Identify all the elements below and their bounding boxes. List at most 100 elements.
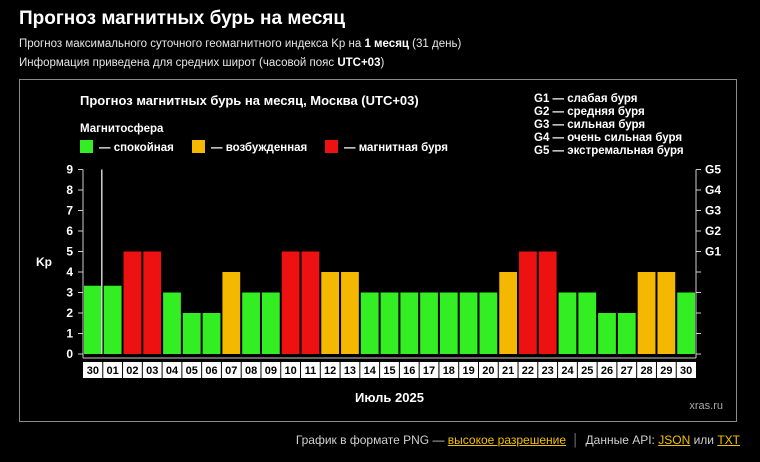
bar-20 [479,292,498,354]
bar-30 [84,285,102,354]
chart-title: Прогноз магнитных бурь на месяц, Москва … [80,93,419,108]
g-scale-legend-item: G4 — очень сильная буря [534,132,682,144]
g-scale-label: G3 [705,204,721,218]
x-tick-label: 13 [344,365,356,377]
bar-14 [360,292,379,354]
kp-forecast-chart: Прогноз магнитных бурь на месяц, Москва … [19,79,737,422]
legend-title: Магнитосфера [80,123,164,135]
x-tick-label: 11 [305,365,317,377]
x-tick-label: 03 [146,365,158,377]
x-tick-label: 10 [285,365,297,377]
legend-swatch [325,140,338,153]
bar-09 [261,292,280,354]
txt-link[interactable]: TXT [717,433,740,447]
bar-16 [400,292,419,354]
g-scale-legend-item: G5 — экстремальная буря [534,145,684,157]
x-tick-label: 25 [581,365,593,377]
y-tick-label: 0 [66,347,73,361]
x-tick-label: 06 [205,365,217,377]
chart-svg: Прогноз магнитных бурь на месяц, Москва … [36,93,723,412]
y-tick-label: 6 [66,224,73,238]
bar-11 [301,251,320,354]
y-tick-label: 2 [66,306,73,320]
footer-links: График в формате PNG — высокое разрешени… [296,433,740,447]
bar-18 [439,292,458,354]
bar-25 [578,292,597,354]
or-text: или [690,433,718,447]
forecast-info-line: Прогноз максимального суточного геомагни… [19,38,461,50]
png-text: График в формате PNG — [295,433,448,447]
x-tick-label: 17 [423,365,435,377]
legend-swatch [192,140,205,153]
info-text-end: (31 день) [408,38,462,50]
bar-24 [558,292,577,354]
y-tick-label: 8 [66,183,73,197]
bar-06 [202,313,221,354]
legend-label: — спокойная [99,142,174,154]
bar-26 [598,313,616,354]
y-tick-label: 7 [66,204,73,218]
bar-29 [657,272,676,354]
g-scale-legend-item: G1 — слабая буря [534,93,638,105]
day-label-strip [83,362,696,378]
info-text-end: ) [380,57,385,69]
x-tick-label: 26 [601,365,613,377]
x-tick-label: 02 [126,365,138,377]
json-link[interactable]: JSON [658,433,691,447]
y-tick-label: 4 [66,265,73,279]
g-scale-label: G2 [705,224,721,238]
x-tick-label: 21 [502,365,514,377]
page-title: Прогноз магнитных бурь на месяц [19,8,346,29]
legend-label: — возбужденная [211,142,307,154]
x-axis-label: Июль 2025 [355,390,424,405]
bar-21 [499,272,518,354]
x-tick-label: 15 [383,365,395,377]
x-tick-label: 30 [680,365,692,377]
g-scale-label: G4 [705,183,721,197]
x-tick-label: 23 [542,365,554,377]
x-tick-label: 07 [225,365,237,377]
g-scale-legend-item: G3 — сильная буря [534,119,645,131]
x-tick-label: 14 [364,365,377,377]
x-tick-label: 12 [324,365,336,377]
y-tick-label: 5 [66,245,73,259]
bar-22 [519,251,537,354]
x-tick-label: 28 [640,365,652,377]
legend-swatch [80,140,93,153]
x-tick-label: 24 [561,365,574,377]
legend-label: — магнитная буря [344,142,448,154]
x-tick-label: 04 [166,365,179,377]
x-tick-label: 27 [621,365,633,377]
watermark: xras.ru [689,400,723,412]
info-text: Информация приведена для средних широт (… [19,57,338,69]
y-axis-label: Kp [36,255,52,269]
x-tick-label: 20 [482,365,494,377]
g-scale-label: G5 [705,163,721,177]
api-text: Данные API: [585,433,659,447]
bar-04 [163,292,181,354]
info-timezone: UTC+03 [337,57,381,69]
x-tick-label: 18 [443,365,455,377]
bar-23 [538,251,557,354]
bar-03 [143,251,162,354]
x-tick-label: 16 [403,365,415,377]
bar-28 [637,272,656,354]
x-tick-label: 05 [186,365,198,377]
bar-30 [677,292,695,354]
bar-12 [321,272,340,354]
x-tick-label: 01 [107,365,119,377]
bar-27 [617,313,636,354]
bar-07 [222,272,241,354]
g-scale-legend-item: G2 — средняя буря [534,106,645,118]
y-tick-label: 1 [66,327,73,341]
x-tick-label: 09 [265,365,277,377]
bar-17 [420,292,438,354]
footer-divider: │ [572,433,580,447]
info-text: Прогноз максимального суточного геомагни… [19,38,365,50]
bar-19 [459,292,478,354]
x-tick-label: 29 [660,365,672,377]
high-res-link[interactable]: высокое разрешение [447,433,567,447]
x-tick-label: 08 [245,365,257,377]
bar-05 [182,313,201,354]
timezone-info-line: Информация приведена для средних широт (… [19,57,384,69]
